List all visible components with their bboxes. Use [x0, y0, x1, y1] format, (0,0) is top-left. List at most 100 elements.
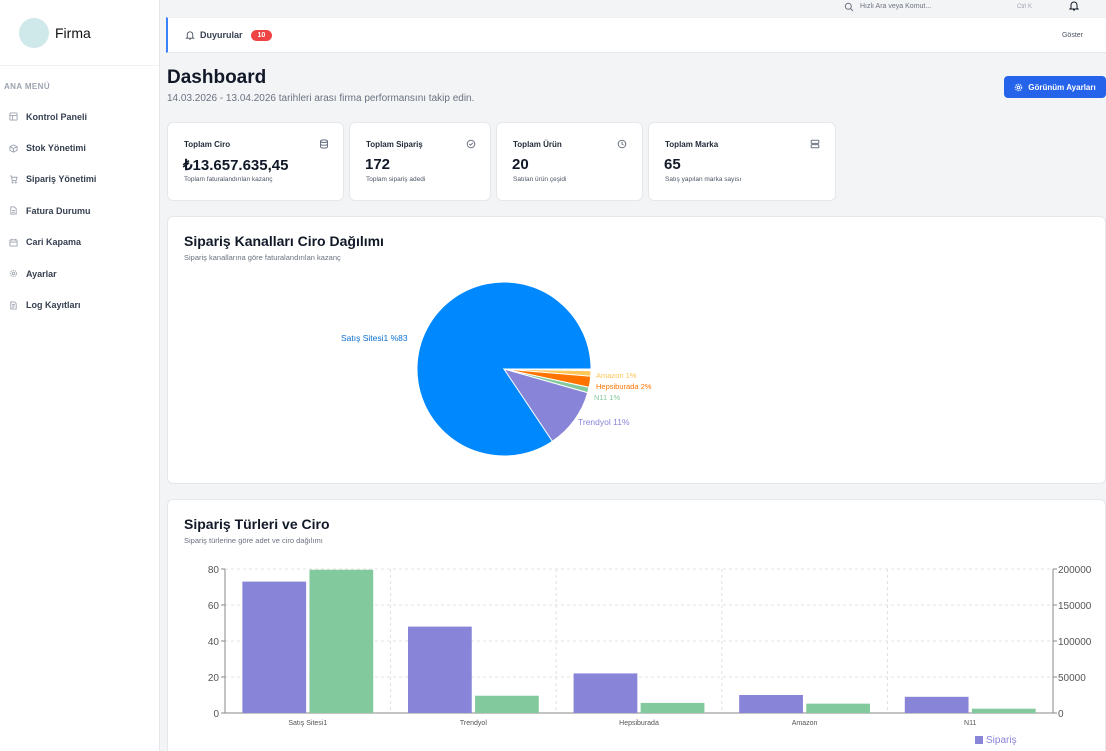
sidebar: Firma ANA MENÜ Kontrol Paneli Stok Yönet…	[0, 0, 160, 751]
panel-subtitle: Sipariş türlerine göre adet ve ciro dağı…	[184, 536, 323, 545]
gear-icon	[1015, 83, 1023, 91]
box-icon	[8, 143, 18, 153]
sidebar-item-stok-yonetimi[interactable]: Stok Yönetimi	[0, 132, 159, 163]
pie-slice-trendyol[interactable]	[502, 368, 589, 443]
sidebar-item-siparis-yonetimi[interactable]: Sipariş Yönetimi	[0, 164, 159, 195]
search-placeholder: Hızlı Ara veya Komut...	[860, 3, 932, 10]
search-input[interactable]: Hızlı Ara veya Komut... Ctrl K	[844, 0, 1036, 13]
clock-icon	[617, 139, 627, 149]
stat-value: 65	[664, 156, 681, 173]
brand[interactable]: Firma	[0, 0, 159, 66]
y-tick-label-left: 20	[208, 673, 220, 684]
bar-order-count[interactable]	[739, 695, 803, 713]
sidebar-item-label: Stok Yönetimi	[26, 143, 86, 154]
bar-order-count[interactable]	[407, 626, 472, 713]
sidebar-item-ayarlar[interactable]: Ayarlar	[0, 258, 159, 289]
announcements-label: Duyurular	[200, 30, 243, 40]
stat-description: Satış yapılan marka sayısı	[665, 176, 742, 183]
database-icon	[320, 139, 328, 149]
x-tick-label: Amazon	[792, 720, 818, 727]
stat-card-total-products: Toplam Ürün 20 Satılan ürün çeşidi	[496, 122, 643, 201]
pie-slice-satış-sitesi1[interactable]	[416, 281, 592, 457]
stat-description: Toplam faturalandırılan kazanç	[184, 176, 273, 183]
stat-label: Toplam Marka	[665, 140, 719, 149]
view-settings-button[interactable]: Görünüm Ayarları	[1004, 76, 1106, 98]
page-subtitle: 14.03.2026 - 13.04.2026 tarihleri arası …	[167, 93, 475, 104]
order-types-panel: Sipariş Türleri ve Ciro Sipariş türlerin…	[167, 499, 1106, 751]
x-tick-label: Hepsiburada	[619, 720, 659, 727]
sidebar-menu: Kontrol Paneli Stok Yönetimi Sipariş Yön…	[0, 91, 159, 321]
stat-value: 20	[512, 156, 529, 173]
bar-revenue[interactable]	[475, 695, 539, 713]
x-tick-label: N11	[964, 720, 976, 727]
stat-card-total-orders: Toplam Sipariş 172 Toplam sipariş adedi	[349, 122, 491, 201]
pie-label: Amazon 1%	[596, 371, 637, 380]
sidebar-item-label: Cari Kapama	[26, 237, 82, 248]
sidebar-item-log-kayitlari[interactable]: Log Kayıtları	[0, 289, 159, 320]
page-title: Dashboard	[167, 67, 267, 88]
search-icon	[844, 2, 854, 11]
stat-value: ₺13.657.635,45	[183, 157, 289, 174]
cart-icon	[8, 174, 18, 184]
panel-title: Sipariş Türleri ve Ciro	[184, 516, 330, 532]
stat-description: Satılan ürün çeşidi	[513, 176, 567, 183]
document-icon	[8, 206, 18, 216]
stat-value: 172	[365, 156, 391, 173]
announcements-count-badge: 10	[250, 29, 273, 41]
y-tick-label-right: 100000	[1058, 637, 1092, 648]
bar-order-count[interactable]	[573, 673, 638, 713]
bar-revenue[interactable]	[640, 702, 705, 713]
channel-revenue-panel: Sipariş Kanalları Ciro Dağılımı Sipariş …	[167, 216, 1106, 484]
stat-card-total-revenue: Toplam Ciro ₺13.657.635,45 Toplam fatura…	[167, 122, 344, 201]
notification-bell-icon[interactable]	[1069, 0, 1079, 11]
sidebar-item-fatura-durumu[interactable]: Fatura Durumu	[0, 195, 159, 226]
channel-revenue-pie-chart: Satış Sitesi1 %83 Amazon 1% Hepsiburada 2%…	[341, 281, 652, 457]
show-announcements-button[interactable]: Göster	[1061, 31, 1083, 39]
legend-label[interactable]: Sipariş	[986, 735, 1017, 746]
y-tick-label-left: 60	[208, 601, 220, 612]
bar-revenue[interactable]	[309, 569, 374, 713]
pie-label: N11 1%	[594, 393, 620, 402]
legend-swatch	[975, 736, 983, 744]
stat-card-total-brands: Toplam Marka 65 Satış yapılan marka sayı…	[648, 122, 836, 201]
sidebar-item-label: Sipariş Yönetimi	[26, 174, 97, 185]
x-tick-label: Satış Sitesi1	[288, 720, 327, 727]
bar-revenue[interactable]	[971, 708, 1036, 713]
topbar: Hızlı Ara veya Komut... Ctrl K	[840, 0, 1106, 14]
sidebar-item-kontrol-paneli[interactable]: Kontrol Paneli	[0, 101, 159, 132]
pie-label: Trendyol 11%	[578, 417, 630, 427]
y-tick-label-left: 0	[213, 709, 219, 720]
sidebar-item-cari-kapama[interactable]: Cari Kapama	[0, 227, 159, 258]
log-icon	[8, 300, 18, 310]
stat-label: Toplam Sipariş	[366, 140, 423, 149]
y-tick-label-right: 150000	[1058, 601, 1092, 612]
bar-order-count[interactable]	[904, 696, 969, 713]
sidebar-item-label: Fatura Durumu	[26, 205, 91, 216]
dashboard-icon	[8, 112, 18, 122]
stat-description: Toplam sipariş adedi	[366, 176, 426, 183]
panel-title: Sipariş Kanalları Ciro Dağılımı	[184, 233, 384, 249]
view-settings-label: Görünüm Ayarları	[1028, 82, 1096, 92]
calendar-icon	[8, 237, 18, 247]
pie-label: Hepsiburada 2%	[596, 382, 652, 391]
server-icon	[810, 139, 820, 149]
y-tick-label-left: 40	[208, 637, 220, 648]
brand-logo	[19, 17, 49, 48]
order-types-bar-chart: 0 20 40 60 80 0 50000 100000 150000 200000 Satış S…	[208, 565, 1092, 746]
panel-subtitle: Sipariş kanallarına göre faturalandırıla…	[184, 253, 341, 262]
bar-revenue[interactable]	[806, 703, 871, 713]
y-tick-label-left: 80	[208, 565, 220, 576]
bell-icon	[185, 31, 195, 40]
brand-name: Firma	[55, 24, 91, 41]
sidebar-item-label: Ayarlar	[26, 268, 57, 279]
y-tick-label-right: 0	[1058, 709, 1064, 720]
search-shortcut: Ctrl K	[1017, 3, 1032, 10]
sidebar-item-label: Log Kayıtları	[26, 300, 81, 311]
bar-order-count[interactable]	[242, 581, 307, 713]
x-tick-label: Trendyol	[460, 720, 487, 727]
y-tick-label-right: 200000	[1058, 565, 1092, 576]
sidebar-item-label: Kontrol Paneli	[26, 111, 88, 122]
y-tick-label-right: 50000	[1058, 673, 1086, 684]
gear-icon	[8, 269, 18, 279]
check-circle-icon	[466, 139, 476, 149]
